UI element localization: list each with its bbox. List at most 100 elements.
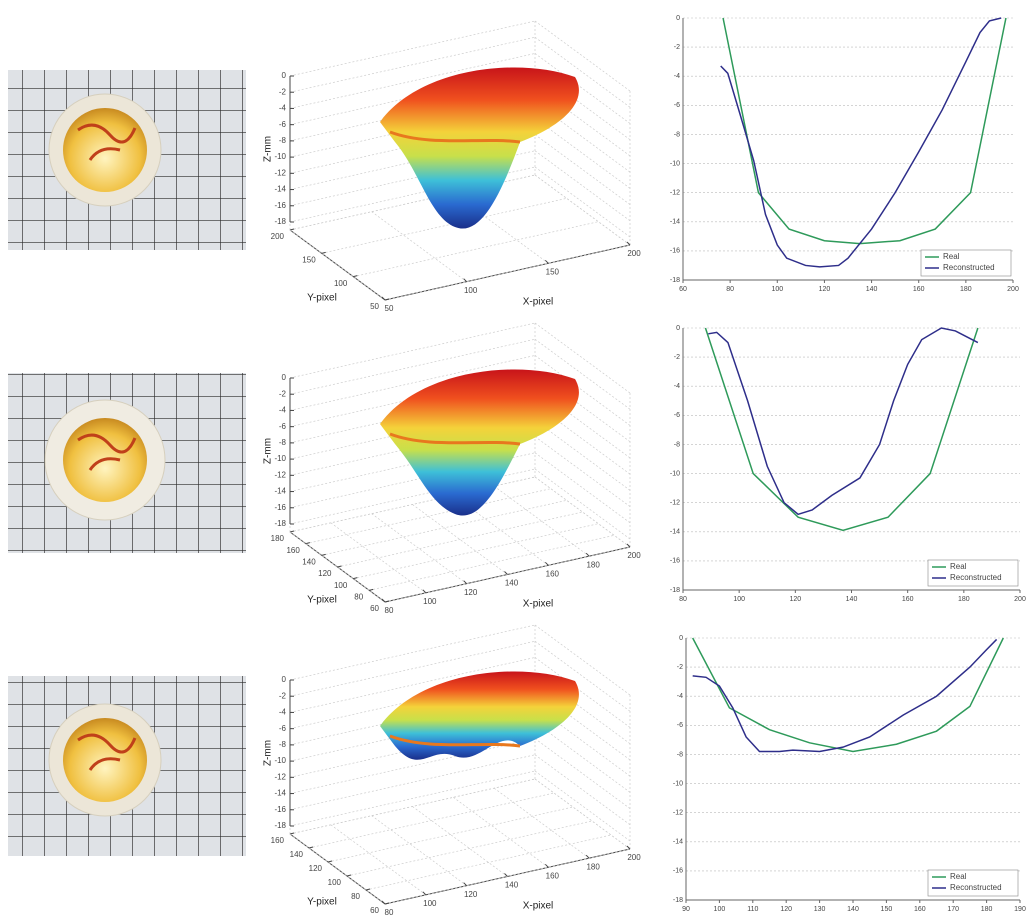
z-tick-label: 0 [282, 373, 287, 382]
y-tick-label: 100 [334, 581, 348, 590]
grid-line [289, 322, 536, 379]
x-tick [381, 598, 386, 603]
x-tick-label: 80 [385, 606, 394, 615]
grid-line [371, 815, 467, 886]
z-tick-label: -4 [279, 104, 287, 113]
y-tick-label: -18 [670, 587, 680, 594]
y-tick-label: -16 [670, 558, 680, 565]
z-tick-label: -10 [274, 454, 286, 463]
x-tick-label: 120 [464, 588, 478, 597]
y-tick-label: -4 [677, 693, 683, 700]
z-tick-label: -18 [274, 217, 286, 226]
z-tick-label: -2 [279, 389, 287, 398]
y-tick-label: -4 [674, 383, 680, 390]
y-tick-label: -14 [670, 219, 680, 226]
y-tick [384, 902, 390, 905]
x-tick [585, 854, 590, 859]
y-tick-label: -10 [673, 780, 683, 787]
x-tick [544, 863, 549, 868]
grid-line [412, 806, 508, 877]
x-tick-label: 140 [847, 906, 859, 913]
y-tick-label: -8 [674, 441, 680, 448]
grid-line [371, 513, 467, 584]
y-tick [384, 600, 390, 603]
data-line [722, 17, 1007, 245]
grid-line [337, 511, 583, 568]
grid-line [289, 770, 536, 827]
y-tick-label: 0 [676, 15, 680, 22]
photo [8, 676, 246, 856]
y-tick-label: 0 [676, 325, 680, 332]
x-tick-label: 140 [866, 286, 878, 293]
x-tick [422, 891, 427, 896]
x-tick-label: 200 [627, 551, 641, 560]
y-tick-label: -10 [670, 470, 680, 477]
z-tick-label: -10 [274, 152, 286, 161]
data-line [708, 327, 979, 516]
legend [920, 249, 1012, 277]
data-line [692, 637, 1004, 753]
y-tick-label: 160 [286, 546, 300, 555]
y-tick-label: 120 [318, 569, 332, 578]
x-tick-label: 150 [546, 267, 560, 276]
x-tick [504, 571, 508, 575]
y-tick-label: 80 [351, 892, 360, 901]
data-line [692, 638, 998, 753]
x-tick-label: 180 [586, 862, 600, 871]
y-tick [365, 888, 371, 891]
x-tick-label: 100 [733, 596, 745, 603]
x-tick [463, 882, 468, 887]
x-tick [381, 900, 386, 905]
surface [380, 671, 579, 760]
z-tick-label: -8 [279, 136, 287, 145]
y-tick-label: -6 [677, 722, 683, 729]
y-axis [289, 229, 386, 301]
x-axis-label: X-pixel [523, 901, 554, 912]
y-tick-label: 100 [328, 878, 342, 887]
z-tick-label: -16 [274, 805, 286, 814]
y-tick-label: 0 [679, 635, 683, 642]
z-tick-label: -2 [279, 691, 287, 700]
grid-line [321, 197, 567, 254]
y-axis-label: Y-pixel [307, 293, 337, 304]
x-tick-label: 200 [627, 853, 641, 862]
y-tick-label: -6 [674, 412, 680, 419]
x-tick-label: 200 [1007, 286, 1019, 293]
x-tick [544, 561, 549, 566]
y-tick [289, 530, 295, 533]
x-tick [626, 845, 631, 850]
grid-line [289, 778, 536, 835]
z-tick-label: -6 [279, 120, 287, 129]
x-tick-label: 120 [780, 906, 792, 913]
x-tick [544, 259, 549, 264]
x-tick [422, 589, 427, 594]
z-tick-label: -8 [279, 438, 287, 447]
y-tick-label: 180 [271, 534, 285, 543]
x-tick-label: 200 [1014, 596, 1026, 603]
grid-line [308, 792, 555, 849]
x-tick-label: 160 [546, 871, 560, 880]
x-tick-label: 130 [814, 906, 826, 913]
x-tick-label: 100 [771, 286, 783, 293]
legend-label: Real [943, 252, 960, 261]
grid-line [289, 657, 536, 713]
z-tick-label: -16 [274, 201, 286, 210]
x-tick-label: 60 [679, 286, 687, 293]
y-tick [337, 565, 342, 568]
y-tick-label: -10 [670, 160, 680, 167]
grid-line [353, 523, 599, 580]
z-tick-label: -2 [279, 87, 287, 96]
y-tick-label: -2 [674, 44, 680, 51]
surface-rim [389, 432, 521, 446]
grid-line [346, 820, 593, 877]
legend-label: Reconstructed [943, 263, 995, 272]
grid-line [289, 53, 536, 109]
y-tick-label: -2 [677, 664, 683, 671]
y-tick [384, 298, 390, 301]
z-tick-label: -14 [274, 789, 286, 798]
grid-line [289, 355, 536, 411]
x-tick-label: 120 [789, 596, 801, 603]
grid-line [305, 488, 551, 545]
x-tick-label: 140 [505, 881, 519, 890]
grid-line [289, 624, 536, 681]
